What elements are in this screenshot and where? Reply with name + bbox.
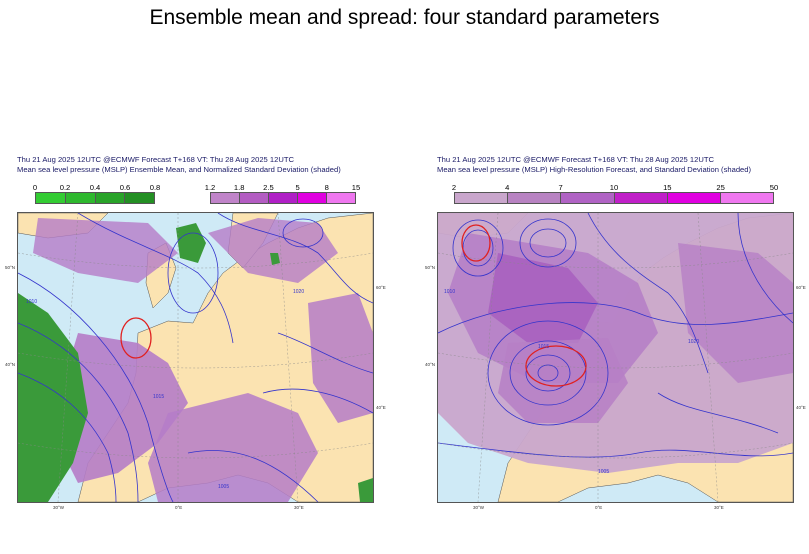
legend-color-box xyxy=(614,193,668,203)
legend-color-box xyxy=(720,193,774,203)
legend-normalized-low: 0 0.2 0.4 0.6 0.8 xyxy=(32,183,160,207)
isobar-label: 1015 xyxy=(153,394,164,400)
legend-color-box xyxy=(269,193,298,203)
isobar-label: 1005 xyxy=(218,484,229,490)
legend-color-boxes xyxy=(454,192,774,204)
lon-label: 0°E xyxy=(595,505,603,510)
isobar-label: 1010 xyxy=(26,299,37,305)
lon-label: 30°W xyxy=(53,505,65,510)
lon-label: 30°E xyxy=(294,505,304,510)
lat-label: 40°N xyxy=(425,362,436,367)
legend-tick: 25 xyxy=(716,183,725,192)
lat-label: 40°E xyxy=(796,405,806,410)
spread-region-east xyxy=(308,293,373,423)
legend-color-box xyxy=(508,193,562,203)
legend-tick: 15 xyxy=(663,183,672,192)
high-spread-contour xyxy=(120,317,152,359)
legend-tick: 0.4 xyxy=(89,183,101,192)
lat-label: 40°N xyxy=(5,362,16,367)
low-spread-se xyxy=(358,478,373,502)
legend-color-box xyxy=(95,193,126,203)
legend-tick: 8 xyxy=(324,183,329,192)
spread-region-north xyxy=(33,218,178,283)
legend-color-boxes xyxy=(210,192,356,204)
legend-tick: 15 xyxy=(351,183,361,192)
lat-label: 40°E xyxy=(376,405,386,410)
legend-color-box xyxy=(667,193,721,203)
lon-label: 30°E xyxy=(714,505,724,510)
lon-label: 30°W xyxy=(473,505,485,510)
legend-tick: 50 xyxy=(769,183,779,192)
page-title: Ensemble mean and spread: four standard … xyxy=(149,6,660,29)
lat-label: 60°E xyxy=(376,285,386,290)
lat-label: 60°E xyxy=(796,285,806,290)
legend-tick: 2 xyxy=(451,183,457,192)
legend-tick: 5 xyxy=(295,183,300,192)
mslp-ensemble-map: 1015 1010 1020 1005 xyxy=(17,212,374,503)
legend-color-box xyxy=(455,193,509,203)
legend-tick: 4 xyxy=(505,183,510,192)
legend-color-box xyxy=(125,193,154,203)
legend-color-box xyxy=(36,193,66,203)
panel-ensemble-mean: Thu 21 Aug 2025 12UTC @ECMWF Forecast T+… xyxy=(5,155,389,515)
spread-region-core xyxy=(488,253,598,343)
isobar-label: 1020 xyxy=(293,289,304,295)
legend-tick: 2.5 xyxy=(263,183,274,192)
panel-header-line1: Thu 21 Aug 2025 12UTC @ECMWF Forecast T+… xyxy=(17,155,294,164)
panel-header-line2: Mean sea level pressure (MSLP) Ensemble … xyxy=(17,165,341,174)
isobar-label: 1015 xyxy=(538,344,549,350)
spread-region-arctic xyxy=(208,218,338,283)
lon-label: 0°E xyxy=(175,505,183,510)
legend-tick: 1.8 xyxy=(233,183,245,192)
legend-color-boxes xyxy=(35,192,155,204)
lat-label: 50°N xyxy=(425,265,436,270)
low-spread-small xyxy=(270,253,280,265)
lat-label: 50°N xyxy=(5,265,16,270)
isobars xyxy=(18,213,373,502)
low-spread-atlantic xyxy=(18,293,88,502)
isobar-label: 1005 xyxy=(598,469,609,475)
panel-header-line1: Thu 21 Aug 2025 12UTC @ECMWF Forecast T+… xyxy=(437,155,714,164)
spread-region-east xyxy=(678,243,793,383)
legend-normalized-high: 1.2 1.8 2.5 5 8 15 xyxy=(205,183,360,207)
graticule xyxy=(18,213,373,502)
mslp-hres-map: 1015 1010 1020 1005 xyxy=(437,212,794,503)
legend-stddev: 2 4 7 10 15 25 50 xyxy=(451,183,778,207)
legend-tick: 1.2 xyxy=(204,183,216,192)
spread-region-west xyxy=(58,333,188,483)
legend-color-box xyxy=(240,193,269,203)
legend-color-box xyxy=(65,193,96,203)
legend-color-box xyxy=(561,193,615,203)
legend-tick: 10 xyxy=(609,183,619,192)
panel-header-line2: Mean sea level pressure (MSLP) High-Reso… xyxy=(437,165,752,174)
graticule xyxy=(438,213,793,502)
high-spread-contour xyxy=(461,224,491,262)
isobars xyxy=(438,213,793,458)
isobar-label: 1010 xyxy=(444,289,455,295)
low-spread-norway xyxy=(176,223,206,263)
legend-tick: 0 xyxy=(32,183,38,192)
legend-tick: 0.8 xyxy=(149,183,161,192)
legend-color-box xyxy=(327,193,355,203)
legend-tick: 7 xyxy=(558,183,563,192)
panel-hres: Thu 21 Aug 2025 12UTC @ECMWF Forecast T+… xyxy=(425,155,809,515)
legend-color-box xyxy=(211,193,240,203)
high-spread-contour xyxy=(525,345,587,387)
legend-color-box xyxy=(298,193,327,203)
legend-tick: 0.6 xyxy=(119,183,131,192)
legend-tick: 0.2 xyxy=(59,183,71,192)
spread-region-central xyxy=(148,393,318,502)
isobar-label: 1020 xyxy=(688,339,699,345)
